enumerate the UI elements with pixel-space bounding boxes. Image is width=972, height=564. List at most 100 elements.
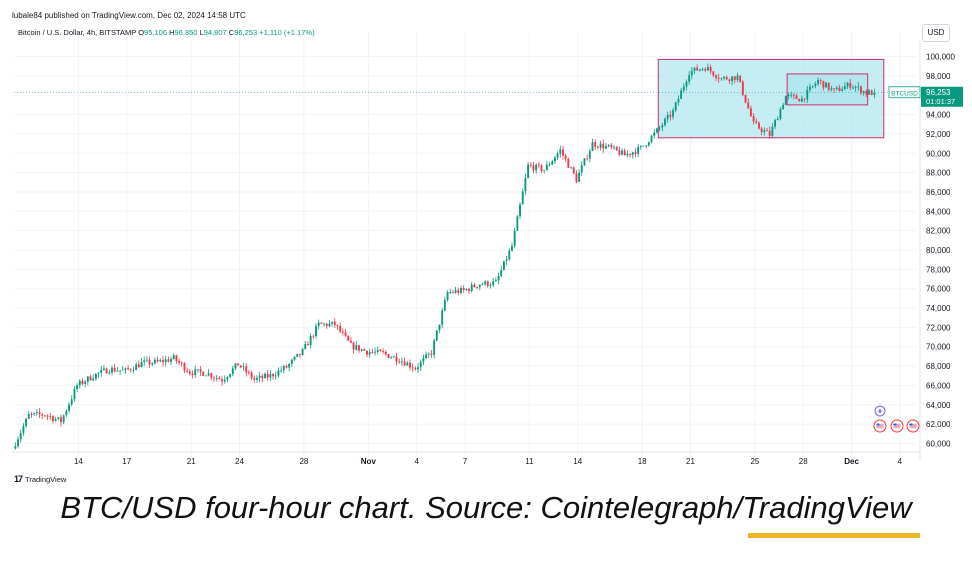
x-tick-label: 28: [299, 457, 308, 466]
candle-body: [62, 415, 65, 423]
candle-body: [156, 359, 159, 362]
candle-body: [779, 108, 782, 119]
candle-body: [524, 177, 527, 192]
candle-body: [661, 125, 664, 128]
candle-body: [500, 270, 503, 276]
us-flag-field: [909, 423, 917, 429]
candle-body: [43, 415, 46, 417]
candle-body: [545, 164, 548, 171]
candle-body: [615, 146, 618, 151]
candle-body: [792, 94, 795, 96]
candle-body: [473, 284, 476, 288]
candle-body: [261, 375, 264, 379]
candle-body: [747, 102, 750, 109]
candle-body: [741, 81, 744, 95]
candle-body: [272, 374, 274, 377]
candle-body: [599, 143, 602, 148]
candle-body: [784, 95, 787, 105]
close-value: 96,253: [234, 28, 258, 37]
candle-body: [315, 325, 317, 337]
chart-area[interactable]: 60,000 62,000 64,000 66,000 68,000 70,000 72,0…: [0, 0, 972, 490]
candle-body: [468, 289, 470, 291]
close-label: C: [228, 28, 235, 37]
candle-body: [596, 146, 599, 148]
candle-body: [390, 357, 393, 359]
candle-body: [250, 372, 253, 379]
candle-body: [285, 365, 288, 368]
us-flag-canton: [893, 423, 897, 426]
candle-body: [202, 371, 205, 376]
candle-body: [307, 344, 309, 346]
candle-body: [400, 361, 403, 363]
candle-body: [787, 94, 790, 96]
candle-body: [301, 348, 304, 355]
candle-body: [352, 342, 355, 350]
candle-body: [124, 368, 127, 370]
candle-body: [798, 98, 801, 102]
candle-body: [210, 373, 213, 378]
tradingview-logo-text: TradingView: [25, 474, 67, 484]
candle-body: [578, 172, 581, 182]
candle-body: [680, 90, 683, 99]
candle-body: [540, 165, 543, 172]
candle-body: [618, 150, 621, 155]
candle-body: [715, 75, 717, 78]
tradingview-logo-icon: 17: [14, 474, 23, 484]
candle-body: [97, 372, 100, 374]
candle-body: [178, 360, 181, 363]
candle-body: [870, 90, 873, 95]
candle-body: [35, 412, 38, 414]
candle-body: [650, 135, 653, 143]
range-box: [786, 73, 869, 106]
candle-body: [430, 353, 433, 355]
event-markers: [873, 405, 920, 433]
y-tick-label: 92,000: [926, 130, 951, 139]
candle-body: [465, 289, 468, 290]
y-tick-label: 94,000: [926, 111, 951, 120]
candle-body: [481, 284, 484, 286]
candle-body: [218, 377, 221, 380]
candle-body: [323, 323, 326, 325]
candle-body: [191, 373, 194, 375]
currency-selector[interactable]: USD: [922, 24, 950, 42]
candle-body: [70, 399, 73, 405]
x-tick-label: 28: [799, 457, 808, 466]
candle-body: [411, 367, 414, 369]
candle-body: [223, 379, 226, 382]
candle-body: [712, 71, 715, 76]
candle-body: [14, 446, 17, 449]
candle-body: [33, 413, 36, 415]
candle-body: [180, 362, 183, 364]
candle-body: [733, 76, 736, 80]
candle-body: [205, 375, 207, 377]
candle-body: [68, 404, 70, 411]
candle-body: [382, 351, 385, 352]
candle-body: [151, 363, 154, 365]
candle-body: [642, 145, 645, 147]
candle-body: [422, 358, 425, 362]
candle-body: [298, 353, 301, 355]
y-tick-label: 84,000: [926, 207, 951, 216]
candle-body: [846, 82, 849, 87]
us-flag-field: [876, 423, 884, 429]
candle-body: [22, 426, 25, 434]
candle-body: [604, 146, 607, 149]
x-tick-label: 24: [235, 457, 244, 466]
candle-body: [247, 372, 250, 374]
candle-body: [89, 376, 92, 381]
x-tick-label: 25: [750, 457, 759, 466]
x-tick-label: Nov: [361, 457, 377, 466]
candle-body: [145, 359, 148, 361]
candle-body: [658, 127, 661, 129]
candlestick-chart[interactable]: 60,000 62,000 64,000 66,000 68,000 70,000 72,0…: [0, 0, 972, 490]
candle-body: [814, 83, 817, 87]
candle-body: [49, 416, 52, 417]
candle-body: [532, 165, 535, 171]
candle-body: [728, 79, 731, 82]
candle-body: [696, 67, 699, 71]
candle-body: [822, 80, 825, 88]
candle-body: [441, 310, 444, 325]
candle-body: [647, 142, 650, 146]
low-label: L: [199, 28, 204, 37]
candle-body: [417, 367, 419, 370]
